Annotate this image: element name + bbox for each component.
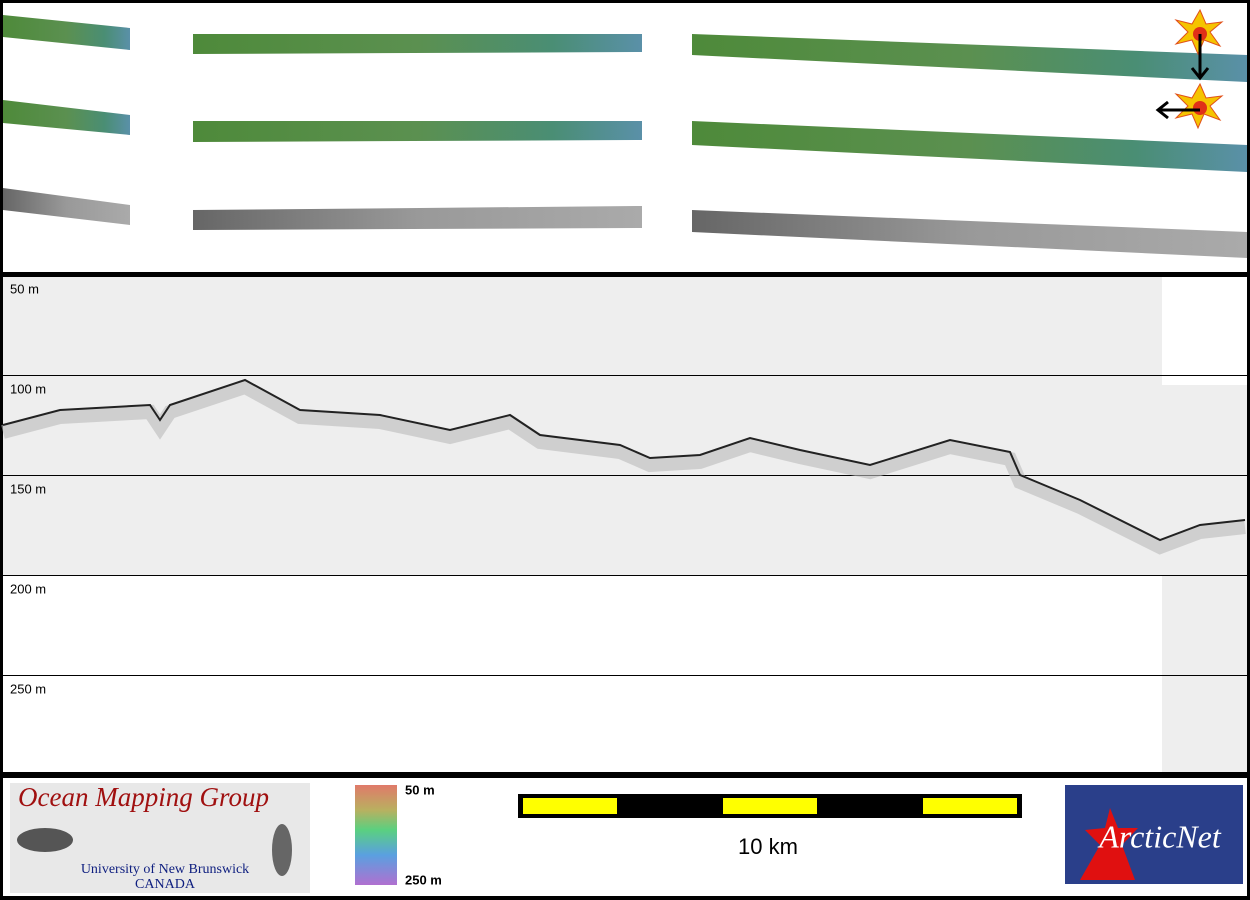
arcticnet-text: ArcticNet bbox=[1097, 818, 1222, 854]
depth-labels: 50 m 100 m 150 m 200 m 250 m bbox=[10, 281, 46, 696]
legend-bottom: 250 m bbox=[405, 872, 442, 887]
seafloor-spread bbox=[1, 379, 1246, 555]
legend-top: 50 m bbox=[405, 782, 435, 797]
depth-label: 100 m bbox=[10, 381, 46, 396]
profile-shade bbox=[1162, 385, 1247, 772]
swaths bbox=[3, 15, 1247, 258]
omg-country: CANADA bbox=[135, 877, 196, 892]
color-bar bbox=[355, 785, 397, 885]
scale-bar bbox=[518, 794, 1022, 818]
depth-label: 250 m bbox=[10, 681, 46, 696]
grid bbox=[3, 375, 1247, 676]
omg-university: University of New Brunswick bbox=[81, 862, 249, 877]
seafloor bbox=[2, 378, 1246, 542]
omg-logo: Ocean Mapping Group University of New Br… bbox=[10, 782, 310, 893]
depth-label: 150 m bbox=[10, 481, 46, 496]
depth-label: 50 m bbox=[10, 281, 39, 296]
scale-label: 10 km bbox=[738, 834, 798, 859]
profile-shade bbox=[3, 277, 1162, 575]
arcticnet-logo: ArcticNet bbox=[1065, 785, 1243, 884]
depth-label: 200 m bbox=[10, 581, 46, 596]
omg-title: Ocean Mapping Group bbox=[18, 782, 269, 812]
sun-icons bbox=[1155, 8, 1224, 130]
